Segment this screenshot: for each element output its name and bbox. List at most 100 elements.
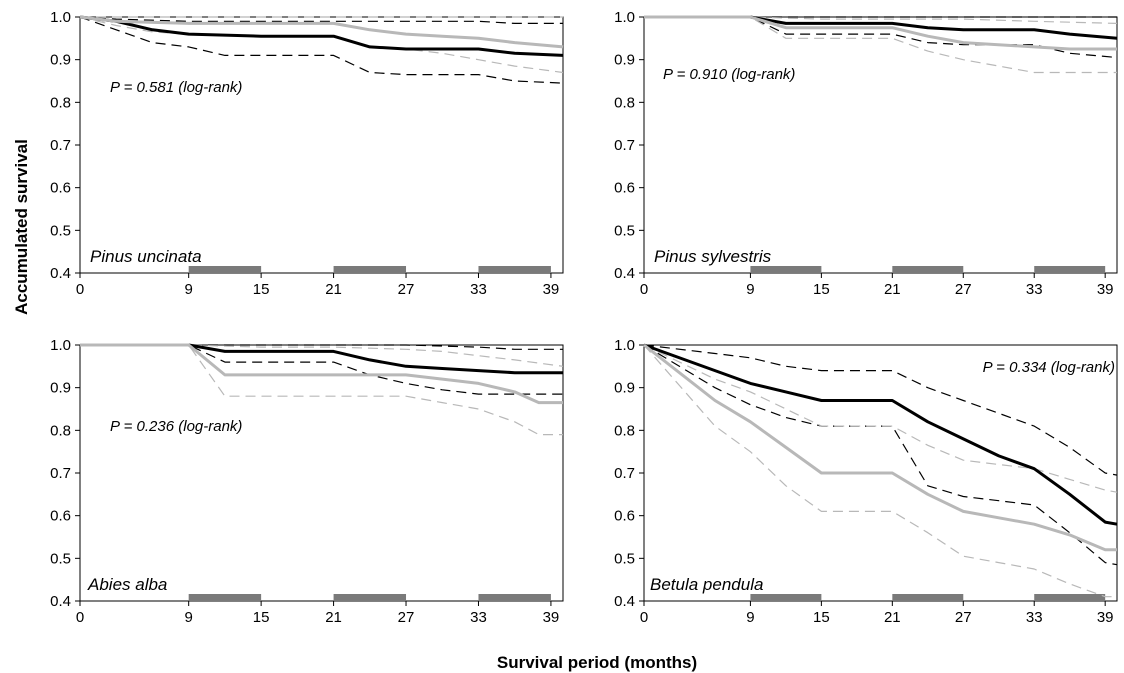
x-tick-label: 33 bbox=[1026, 609, 1043, 626]
y-tick-label: 0.4 bbox=[614, 265, 635, 282]
survival-line bbox=[80, 343, 563, 375]
x-tick-label: 39 bbox=[1097, 609, 1114, 626]
x-tick-label: 27 bbox=[955, 609, 972, 626]
survival-line bbox=[80, 343, 563, 405]
y-axis-label: Accumulated survival bbox=[12, 139, 31, 315]
season-bar bbox=[1034, 266, 1106, 273]
season-bar bbox=[478, 266, 551, 273]
x-tick-label: 39 bbox=[1097, 281, 1114, 298]
y-tick-label: 1.0 bbox=[614, 9, 635, 26]
y-tick-label: 0.5 bbox=[614, 550, 635, 567]
p-value-label: P = 0.581 (log-rank) bbox=[110, 79, 242, 96]
y-tick-label: 0.8 bbox=[50, 422, 71, 439]
y-tick-label: 0.6 bbox=[50, 180, 71, 197]
survival-line bbox=[643, 343, 1118, 526]
season-bar bbox=[750, 266, 822, 273]
season-bar bbox=[188, 266, 262, 273]
season-bar bbox=[750, 594, 822, 601]
x-tick-label: 27 bbox=[955, 281, 972, 298]
survival-line bbox=[79, 15, 564, 57]
x-tick-label: 39 bbox=[543, 281, 560, 298]
season-bar bbox=[892, 594, 964, 601]
x-axis-label: Survival period (months) bbox=[497, 653, 697, 672]
y-tick-label: 0.4 bbox=[50, 265, 71, 282]
x-tick-label: 21 bbox=[325, 281, 342, 298]
survival-panel: 0.4 0.5 0.6 0.7 0.8 0.9 1.0 0 9 15 21 27 33 39 Pinus s… bbox=[614, 9, 1118, 298]
season-bar bbox=[333, 266, 407, 273]
x-tick-label: 0 bbox=[76, 281, 84, 298]
plot-frame bbox=[79, 344, 564, 602]
x-tick-label: 15 bbox=[813, 281, 830, 298]
ci-line bbox=[643, 344, 1117, 598]
y-tick-label: 0.5 bbox=[50, 550, 71, 567]
survival-line bbox=[79, 15, 564, 49]
x-tick-label: 0 bbox=[76, 609, 84, 626]
y-tick-label: 0.7 bbox=[614, 465, 635, 482]
y-tick-label: 1.0 bbox=[50, 9, 71, 26]
y-tick-label: 0.5 bbox=[50, 222, 71, 239]
y-tick-label: 0.7 bbox=[50, 137, 71, 154]
ci-line bbox=[80, 344, 563, 436]
season-bar bbox=[892, 266, 964, 273]
x-tick-label: 9 bbox=[185, 281, 193, 298]
y-tick-label: 0.4 bbox=[614, 593, 635, 610]
p-value-label: P = 0.236 (log-rank) bbox=[110, 418, 242, 435]
y-tick-label: 0.7 bbox=[50, 465, 71, 482]
ci-line bbox=[643, 344, 1118, 566]
p-value-label: P = 0.334 (log-rank) bbox=[983, 359, 1115, 376]
survival-panel: 0.4 0.5 0.6 0.7 0.8 0.9 1.0 0 9 15 21 27 33 39 Pinus u… bbox=[50, 9, 564, 298]
species-label: Betula pendula bbox=[650, 575, 763, 594]
p-value-label: P = 0.910 (log-rank) bbox=[663, 66, 795, 83]
x-tick-label: 39 bbox=[543, 609, 560, 626]
x-tick-label: 21 bbox=[325, 609, 342, 626]
ci-line bbox=[79, 16, 563, 24]
y-tick-label: 1.0 bbox=[614, 337, 635, 354]
x-tick-label: 33 bbox=[470, 281, 487, 298]
survival-line bbox=[644, 15, 1118, 40]
x-tick-label: 27 bbox=[398, 609, 415, 626]
plot-frame bbox=[643, 16, 1118, 274]
x-tick-label: 9 bbox=[746, 609, 754, 626]
y-tick-label: 0.9 bbox=[50, 52, 71, 69]
ci-line bbox=[644, 16, 1118, 24]
ci-line bbox=[643, 344, 1118, 476]
ci-line bbox=[80, 344, 563, 395]
x-tick-label: 0 bbox=[640, 281, 648, 298]
species-label: Abies alba bbox=[87, 575, 167, 594]
survival-line bbox=[644, 15, 1117, 51]
y-tick-label: 0.9 bbox=[614, 52, 635, 69]
survival-panel: 0.4 0.5 0.6 0.7 0.8 0.9 1.0 0 9 15 21 27 33 39 Betula … bbox=[614, 337, 1118, 626]
y-tick-label: 0.5 bbox=[614, 222, 635, 239]
y-tick-label: 0.9 bbox=[50, 380, 71, 397]
x-tick-label: 15 bbox=[813, 609, 830, 626]
x-tick-label: 9 bbox=[185, 609, 193, 626]
ci-line bbox=[643, 344, 1118, 493]
x-tick-label: 33 bbox=[1026, 281, 1043, 298]
x-tick-label: 21 bbox=[884, 281, 901, 298]
x-tick-label: 15 bbox=[253, 281, 270, 298]
survival-line bbox=[643, 343, 1117, 552]
season-bar bbox=[1034, 594, 1106, 601]
ci-line bbox=[644, 16, 1117, 74]
x-tick-label: 33 bbox=[470, 609, 487, 626]
x-tick-label: 15 bbox=[253, 609, 270, 626]
season-bar bbox=[478, 594, 551, 601]
species-label: Pinus uncinata bbox=[90, 247, 202, 266]
y-tick-label: 0.4 bbox=[50, 593, 71, 610]
y-tick-label: 0.8 bbox=[614, 94, 635, 111]
ci-line bbox=[79, 16, 564, 74]
y-tick-label: 0.8 bbox=[50, 94, 71, 111]
y-tick-label: 0.6 bbox=[614, 180, 635, 197]
x-tick-label: 27 bbox=[398, 281, 415, 298]
season-bar bbox=[333, 594, 407, 601]
y-tick-label: 0.8 bbox=[614, 422, 635, 439]
ci-line bbox=[79, 16, 564, 84]
y-tick-label: 0.9 bbox=[614, 380, 635, 397]
survival-panel: 0.4 0.5 0.6 0.7 0.8 0.9 1.0 0 9 15 21 27 33 39 Abies a… bbox=[50, 337, 564, 626]
y-tick-label: 0.6 bbox=[614, 508, 635, 525]
x-tick-label: 0 bbox=[640, 609, 648, 626]
season-bar bbox=[188, 594, 262, 601]
x-tick-label: 21 bbox=[884, 609, 901, 626]
ci-line bbox=[80, 344, 564, 367]
